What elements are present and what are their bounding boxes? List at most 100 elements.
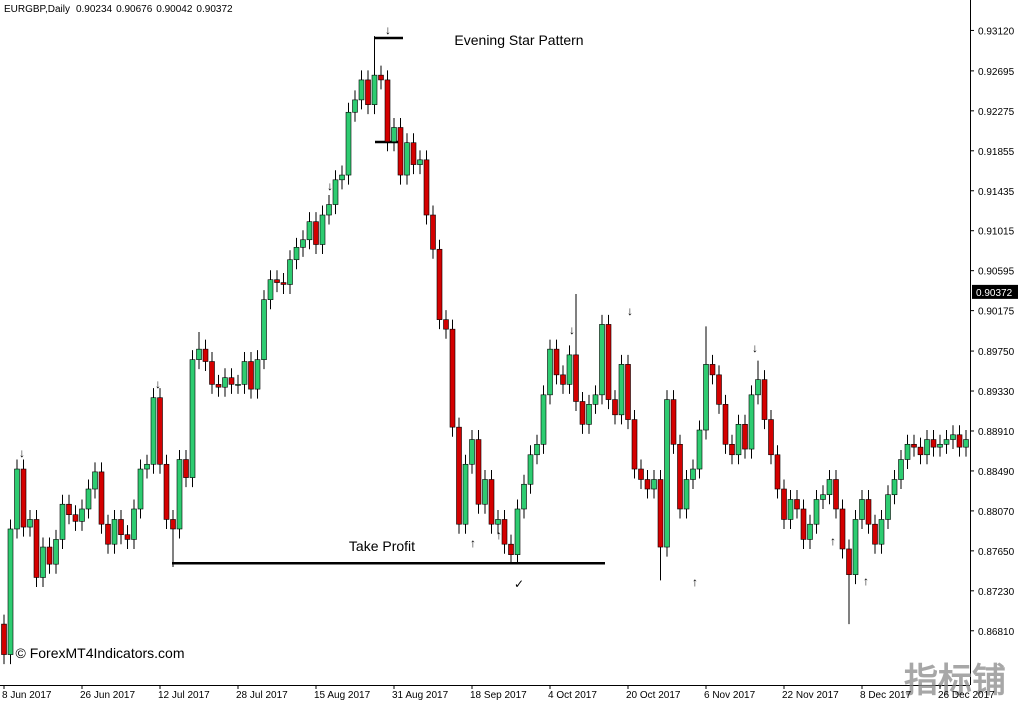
y-tick-label: 0.90595 — [978, 267, 1015, 278]
candle-body — [449, 328, 456, 428]
y-tick-label: 0.91435 — [978, 187, 1015, 198]
x-tick-label: 22 Nov 2017 — [782, 690, 839, 701]
current-price-label: 0.90372 — [976, 288, 1013, 299]
candle-body — [326, 204, 332, 216]
candle-body — [612, 399, 618, 416]
candle-body — [781, 488, 787, 520]
candle-body — [501, 519, 508, 545]
candle-body — [644, 479, 651, 490]
down-arrow: ↓ — [327, 179, 333, 193]
candle-body — [358, 79, 365, 101]
up-arrow: ↑ — [830, 534, 836, 548]
candle-body — [118, 519, 124, 535]
candle-body — [163, 463, 170, 520]
candle-body — [189, 359, 196, 478]
candle-body — [950, 434, 956, 440]
candle-body — [150, 397, 157, 465]
candle-body — [183, 459, 189, 478]
current-price-tag — [972, 284, 1018, 299]
candle-body — [774, 454, 781, 490]
candle-body — [898, 459, 904, 480]
candle-body — [586, 404, 592, 425]
candle-body — [872, 523, 878, 545]
y-tick-label: 0.88910 — [978, 427, 1015, 438]
candle-body — [228, 377, 235, 385]
candle-body — [222, 377, 228, 388]
y-tick-label: 0.89750 — [978, 347, 1015, 358]
candle-body — [833, 479, 839, 510]
candle-body — [202, 348, 209, 362]
candle-body — [33, 519, 40, 578]
candle-body — [703, 364, 709, 431]
candle-body — [417, 159, 423, 165]
candle-body — [352, 99, 358, 113]
candle-body — [826, 479, 833, 496]
candle-body — [787, 499, 794, 520]
candle-body — [274, 279, 280, 283]
y-tick-label: 0.90175 — [978, 307, 1015, 318]
candle-body — [813, 499, 820, 525]
candle-body — [131, 508, 137, 540]
candle-body — [475, 439, 482, 505]
candle-body — [768, 419, 774, 456]
candle-body — [683, 479, 690, 510]
candle-body — [891, 479, 898, 496]
candle-body — [170, 519, 176, 530]
x-tick-label: 26 Dec 2017 — [938, 690, 995, 701]
candle-body — [79, 508, 85, 522]
candles — [1, 36, 969, 665]
candle-body — [794, 499, 800, 510]
candle-body — [313, 221, 319, 245]
candle-body — [540, 394, 547, 445]
candle-body — [267, 279, 274, 300]
candle-body — [943, 439, 950, 445]
candle-body — [878, 519, 885, 545]
candle-body — [592, 394, 599, 405]
candle-body — [66, 503, 72, 516]
candle-body — [300, 239, 306, 248]
candle-body — [761, 379, 768, 420]
candle-body — [306, 221, 313, 241]
candle-body — [807, 523, 813, 540]
candle-body — [397, 127, 404, 176]
pattern-label: Evening Star Pattern — [454, 32, 583, 48]
candle-body — [911, 443, 917, 448]
x-tick-label: 15 Aug 2017 — [314, 690, 371, 701]
header-open: 0.90234 — [76, 4, 113, 15]
candle-body — [241, 361, 248, 385]
candle-body — [664, 399, 670, 548]
candle-body — [72, 514, 79, 522]
candle-body — [339, 174, 345, 181]
candle-body — [332, 179, 339, 205]
candle-body — [1, 623, 7, 655]
candle-body — [651, 479, 657, 490]
corner-watermark: 指标铺 — [904, 662, 1006, 700]
candle-body — [839, 508, 846, 550]
x-tick-label: 8 Jun 2017 — [2, 690, 52, 701]
candle-body — [469, 439, 475, 465]
candle-body — [196, 348, 202, 360]
candle-body — [436, 248, 443, 320]
y-tick-label: 0.86810 — [978, 627, 1015, 638]
candle-body — [85, 488, 92, 510]
candle-body — [488, 479, 495, 525]
candle-body — [482, 479, 488, 505]
candle-body — [209, 361, 215, 385]
candle-body — [735, 424, 742, 456]
candle-body — [404, 142, 410, 176]
candle-body — [456, 426, 462, 525]
y-tick-label: 0.92275 — [978, 107, 1015, 118]
candle-body — [261, 299, 267, 360]
candle-body — [690, 468, 696, 480]
candle-body — [98, 471, 105, 525]
candle-body — [865, 499, 872, 525]
candle-body — [521, 483, 527, 510]
candle-body — [625, 364, 631, 420]
candle-body — [885, 494, 891, 520]
candle-body — [378, 74, 384, 81]
candle-body — [14, 468, 20, 530]
candle-body — [287, 259, 293, 285]
y-tick-label: 0.91015 — [978, 227, 1015, 238]
